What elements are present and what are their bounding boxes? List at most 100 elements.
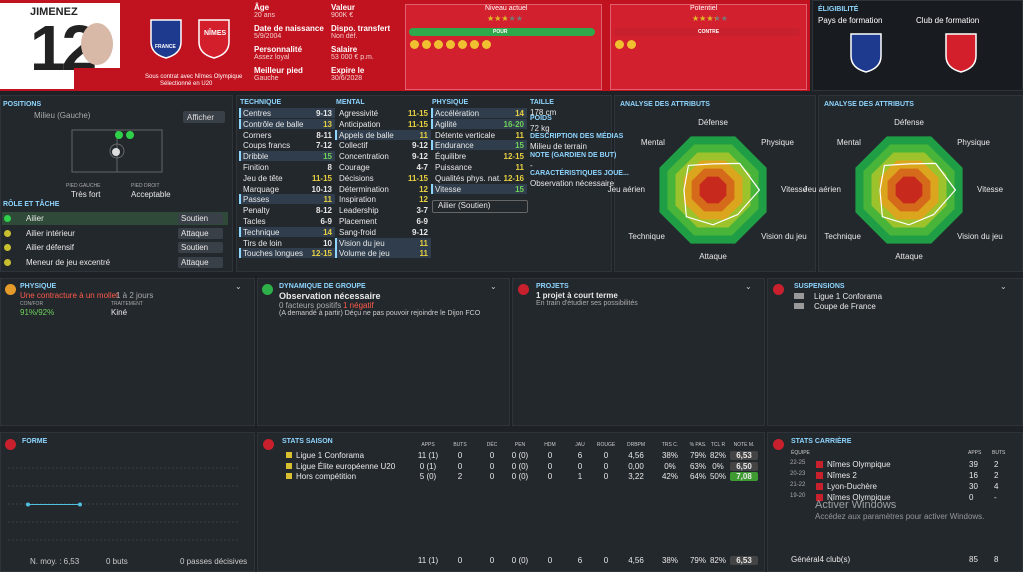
club: Nîmes Olympique: [827, 460, 891, 469]
attribute-name: Finition: [243, 163, 269, 172]
foot-value: Acceptable: [131, 190, 171, 199]
stat-header: DÉC: [486, 442, 498, 448]
stat-cell: 5 (0): [419, 472, 437, 481]
section-title: ANALYSE DES ATTRIBUTS: [824, 101, 914, 108]
radar-label: Technique: [628, 232, 665, 242]
stat-cell: 0%: [664, 461, 676, 471]
form-stat: 0 passes décisives: [180, 557, 248, 566]
role-duty: Soutien: [181, 243, 209, 252]
competition: Ligue 1 Conforama: [296, 451, 365, 460]
radar-label: Attaque: [699, 252, 727, 261]
section-title: DYNAMIQUE DE GROUPE: [279, 283, 366, 290]
radar-label: Défense: [894, 118, 924, 127]
attribute-name: Dribble: [243, 152, 269, 162]
group-panel: [257, 278, 510, 426]
stat-cell: 6,50: [730, 461, 758, 471]
club: Nîmes 2: [827, 471, 857, 480]
attribute-name: Coups francs: [243, 141, 291, 151]
season-years: 19-20: [790, 493, 806, 499]
role-icon: [4, 229, 11, 237]
radar-label: Attaque: [895, 252, 923, 261]
comp-icon: [286, 452, 292, 458]
crest: [150, 19, 182, 59]
role-icon: [4, 258, 11, 266]
stat-cell: 0: [457, 451, 463, 460]
career-goals: 8: [994, 555, 999, 564]
radar-label: Physique: [957, 137, 990, 147]
stat-header: BUTS: [453, 442, 467, 448]
stat-cell: 0: [547, 472, 553, 481]
stat-header: DRBPM: [626, 442, 646, 448]
graphic: [850, 33, 882, 73]
stat-cell: 3,22: [628, 472, 644, 481]
attribute-value: 9-12: [411, 152, 428, 162]
stat-cell: 0,00: [628, 461, 644, 471]
info-value: 5/9/2004: [254, 33, 282, 40]
attribute-value: 12: [419, 195, 428, 205]
info-label: Meilleur pied: [254, 66, 303, 75]
role-name: Ailier intérieur: [26, 228, 75, 238]
attribute-name: Agressivité: [339, 109, 379, 118]
stat-cell: 2: [457, 472, 463, 481]
role-icon: [4, 244, 11, 251]
attribute-value: 9-12: [411, 227, 428, 237]
attribute-name: Équilibre: [435, 152, 467, 162]
crest: [945, 33, 977, 73]
trait-icon: [482, 40, 491, 49]
attribute-value: 12-15: [311, 249, 332, 259]
eligibility-panel: [812, 0, 1023, 91]
role-row[interactable]: [2, 212, 228, 225]
radar-label: Défense: [698, 118, 728, 127]
small-label: CON/FOR: [20, 301, 44, 307]
radar-label: Physique: [761, 137, 794, 147]
radar-band: [699, 176, 727, 204]
trait-icon: [410, 40, 419, 49]
verdict: POUR: [493, 29, 508, 35]
role-duty: Attaque: [181, 228, 209, 238]
stat-cell: 0 (0): [511, 461, 529, 471]
key-attribute: [239, 226, 335, 237]
attribute-value: 12-15: [503, 152, 524, 162]
info-value: 53 000 € p.m.: [331, 54, 374, 61]
attribute-name: Tacles: [243, 217, 266, 226]
attribute-name: Détermination: [339, 184, 389, 194]
career-total: Général4 club(s): [791, 555, 851, 564]
button[interactable]: [183, 111, 225, 123]
club: Nîmes Olympique: [827, 493, 891, 502]
suspension: Ligue 1 Conforama: [814, 292, 883, 301]
attribute-name: Collectif: [339, 141, 368, 151]
career-apps: 16: [969, 471, 978, 480]
position: Milieu (Gauche): [34, 111, 91, 120]
attribute-name: Contrôle de balle: [243, 119, 304, 129]
foot-value: Très fort: [71, 190, 101, 199]
info-label: Date de naissance: [254, 24, 324, 33]
detail-value: -: [530, 160, 533, 170]
attribute-name: Anticipation: [339, 119, 381, 129]
attribute-name: Centres: [243, 109, 272, 118]
position-marker: [112, 148, 120, 156]
section-title: STATS SAISON: [282, 438, 333, 445]
stat-total: 0 (0): [511, 556, 529, 565]
radar-shape: [683, 162, 761, 226]
key-attribute: [335, 129, 431, 140]
attribute-value: 15: [515, 141, 524, 151]
radar-label: Vision du jeu: [761, 232, 807, 242]
panel-icon: [773, 439, 784, 450]
role-name: Ailier défensif: [26, 243, 75, 252]
key-attribute: [239, 248, 335, 259]
section-title: TAILLE: [530, 99, 554, 106]
duty-select: [178, 213, 223, 224]
radar-band: [895, 176, 923, 204]
treatment: Kiné: [111, 308, 128, 317]
role-duty: Attaque: [181, 257, 209, 267]
competition: Ligue Élite européenne U20: [296, 461, 396, 471]
form-panel: [0, 432, 255, 572]
trait-icon: [627, 40, 636, 49]
attribute-name: Concentration: [339, 152, 389, 162]
panel-icon: [518, 284, 529, 295]
player-name: JIMENEZ: [30, 6, 78, 18]
role-select[interactable]: [432, 200, 528, 213]
attribute-name: Accélération: [435, 109, 480, 118]
duty-select: [178, 256, 223, 268]
season-panel: [257, 432, 765, 572]
